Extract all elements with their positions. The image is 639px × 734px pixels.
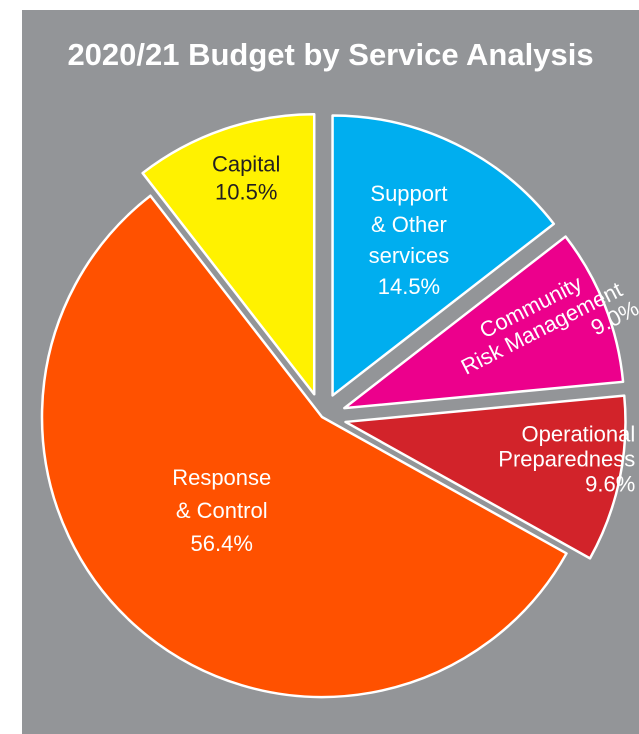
pie-slice-community-risk-management <box>343 235 625 410</box>
pie-slice-support-other-services <box>331 114 556 397</box>
slice-label-line: 14.5% <box>378 274 440 299</box>
slice-label-operational-preparedness: Operational Preparedness 9.6% <box>498 421 635 496</box>
slice-label-line: & Other <box>371 212 447 237</box>
slice-label-line: Capital <box>212 152 280 177</box>
slice-label-line: Response <box>172 465 271 490</box>
slice-label-line: & Control <box>176 498 268 523</box>
slice-label-line: 10.5% <box>215 180 277 205</box>
slice-label-capital: Capital 10.5% <box>212 152 280 205</box>
slice-label-line: Preparedness <box>498 446 635 471</box>
pie-slice-response-control <box>40 194 568 699</box>
pie-slice-operational-preparedness <box>344 394 627 560</box>
slice-label-line: services <box>369 243 450 268</box>
slice-label-line: 56.4% <box>191 531 253 556</box>
slice-label-line: Support <box>370 181 447 206</box>
chart-title: 2020/21 Budget by Service Analysis <box>67 37 594 72</box>
pie-slice-capital <box>141 113 316 396</box>
slice-label-response-control: Response & Control 56.4% <box>172 465 271 556</box>
pie-slices <box>40 113 627 699</box>
slice-label-support-other-services: Support & Other services 14.5% <box>369 181 450 299</box>
slice-label-line: Operational <box>522 421 636 446</box>
slice-label-line: 9.6% <box>585 471 635 496</box>
